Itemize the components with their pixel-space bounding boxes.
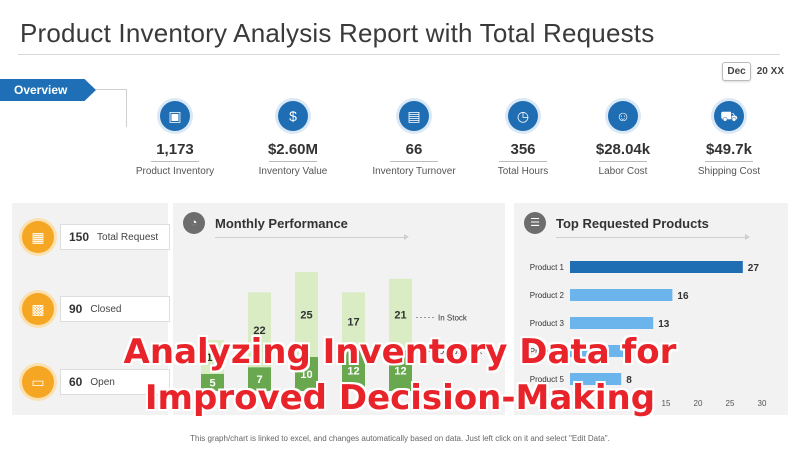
bar-value-label: 25 [300, 310, 312, 322]
category-label: Product 3 [530, 319, 565, 328]
product-bar [570, 317, 654, 329]
box-icon: ▣ [160, 101, 190, 131]
kpi-value: $2.60M [267, 141, 319, 158]
stat-label: Open [90, 376, 115, 388]
bar-value-label: 8 [626, 375, 632, 386]
bar-in-stock [295, 272, 318, 357]
bar-value-label: 12 [347, 366, 359, 378]
bar-value-label: 13 [658, 319, 670, 330]
date-badge: Dec 20 XX [722, 62, 784, 81]
gauge-icon: ◔ [183, 212, 205, 234]
open-box-icon: ▭ [22, 366, 54, 398]
connector-line [96, 89, 126, 90]
bar-value-label: 21 [394, 310, 406, 322]
bar-value-label: 22 [253, 325, 265, 337]
bar-out-of-stock [201, 374, 224, 391]
kpi-label: Inventory Value [258, 166, 328, 177]
page-title: Product Inventory Analysis Report with T… [20, 18, 655, 48]
kpi-labor-cost: ☺ $28.04k Labor Cost [568, 101, 678, 177]
kpi-value: 356 [510, 141, 536, 158]
product-bar [570, 345, 628, 357]
kpi-label: Product Inventory [135, 166, 215, 177]
kpi-value: 1,173 [156, 141, 194, 158]
clock-icon: ◷ [508, 101, 538, 131]
monthly-performance-panel: 5 10 7 22 10 25 12 17 12 21 In Stock Out of Stock ◔… [173, 203, 505, 415]
product-bar [570, 261, 743, 273]
kpi-label: Inventory Turnover [372, 166, 456, 177]
worker-icon: ☺ [608, 101, 638, 131]
category-label: Product 5 [530, 375, 565, 384]
stat-value: 60 [69, 375, 83, 389]
bar-value-label: 10 [300, 369, 312, 381]
top-products-panel: 15 20 25 30 Product 1 27 Product 2 16 Product 3 1… [514, 203, 788, 415]
truck-icon: ⛟ [714, 101, 744, 131]
monthly-performance-title: Monthly Performance [215, 215, 348, 231]
kpi-inventory-turnover: ▤ 66 Inventory Turnover [359, 101, 469, 177]
kpi-shipping-cost: ⛟ $49.7k Shipping Cost [674, 101, 784, 177]
kpi-label: Labor Cost [598, 166, 648, 177]
bar-value-label: 7 [256, 374, 262, 386]
stat-label: Closed [90, 303, 122, 315]
bar-value-label: 5 [209, 378, 215, 390]
category-label: Product 1 [530, 263, 565, 272]
overview-tab[interactable]: Overview [0, 79, 96, 101]
bar-value-label: 16 [677, 291, 689, 302]
stat-closed: ▩ 90 Closed [22, 292, 172, 326]
kpi-product-inventory: ▣ 1,173 Product Inventory [120, 101, 230, 177]
bar-out-of-stock [295, 357, 318, 391]
bar-out-of-stock [248, 367, 271, 391]
bar-value-label: 12 [394, 366, 406, 378]
title-divider [18, 54, 780, 55]
stat-value: 90 [69, 302, 83, 316]
bar-value-label: 27 [748, 263, 760, 274]
category-label: Product 4 [530, 347, 565, 356]
stat-open: ▭ 60 Open [22, 365, 172, 399]
connector-line [126, 89, 127, 127]
bar-in-stock [342, 292, 365, 351]
stat-total-request: ▦ 150 Total Request [22, 220, 172, 254]
x-tick-label: 30 [758, 399, 767, 408]
bar-out-of-stock [389, 350, 412, 391]
bar-in-stock [201, 340, 224, 374]
bar-out-of-stock [342, 350, 365, 391]
product-bar [570, 289, 673, 301]
kpi-value: $49.7k [706, 141, 752, 158]
kpi-total-hours: ◷ 356 Total Hours [468, 101, 578, 177]
x-tick-label: 25 [726, 399, 735, 408]
stat-value: 150 [69, 230, 90, 244]
money-hand-icon: $ [278, 101, 308, 131]
top-products-title: Top Requested Products [556, 215, 709, 231]
monthly-performance-chart: 5 10 7 22 10 25 12 17 12 21 In Stock Out of Stock [201, 272, 483, 391]
request-stats-panel: ▦ 150 Total Request ▩ 90 Closed ▭ 60 Ope… [12, 203, 170, 415]
overlay-headline-line2: Improved Decision-Making [144, 378, 656, 418]
bar-in-stock [389, 278, 412, 351]
kpi-inventory-value: $ $2.60M Inventory Value [238, 101, 348, 177]
overlay-headline-line1: Analyzing Inventory Data for [123, 332, 677, 372]
kpi-label: Shipping Cost [697, 166, 761, 177]
bar-value-label: 10 [206, 352, 218, 364]
legend-label: In Stock [438, 314, 468, 323]
stat-label: Total Request [97, 231, 159, 243]
date-year: 20 XX [756, 66, 784, 77]
product-bar [570, 373, 622, 385]
x-tick-label: 15 [662, 399, 671, 408]
bar-in-stock [248, 292, 271, 368]
kpi-value: 66 [405, 141, 423, 158]
x-tick-label: 20 [694, 399, 703, 408]
top-products-chart: 15 20 25 30 Product 1 27 Product 2 16 Product 3 1… [530, 261, 767, 408]
kpi-value: $28.04k [595, 141, 651, 158]
kpi-label: Total Hours [497, 166, 549, 177]
list-icon: ☰ [524, 212, 546, 234]
hand-box-icon: ▤ [399, 101, 429, 131]
bar-value-label: 17 [347, 316, 359, 328]
calendar-icon: Dec [722, 62, 751, 81]
category-label: Product 2 [530, 291, 565, 300]
footnote: This graph/chart is linked to excel, and… [190, 434, 610, 443]
request-icon: ▦ [22, 221, 54, 253]
legend-label: Out of Stock [438, 347, 483, 356]
closed-box-icon: ▩ [22, 293, 54, 325]
